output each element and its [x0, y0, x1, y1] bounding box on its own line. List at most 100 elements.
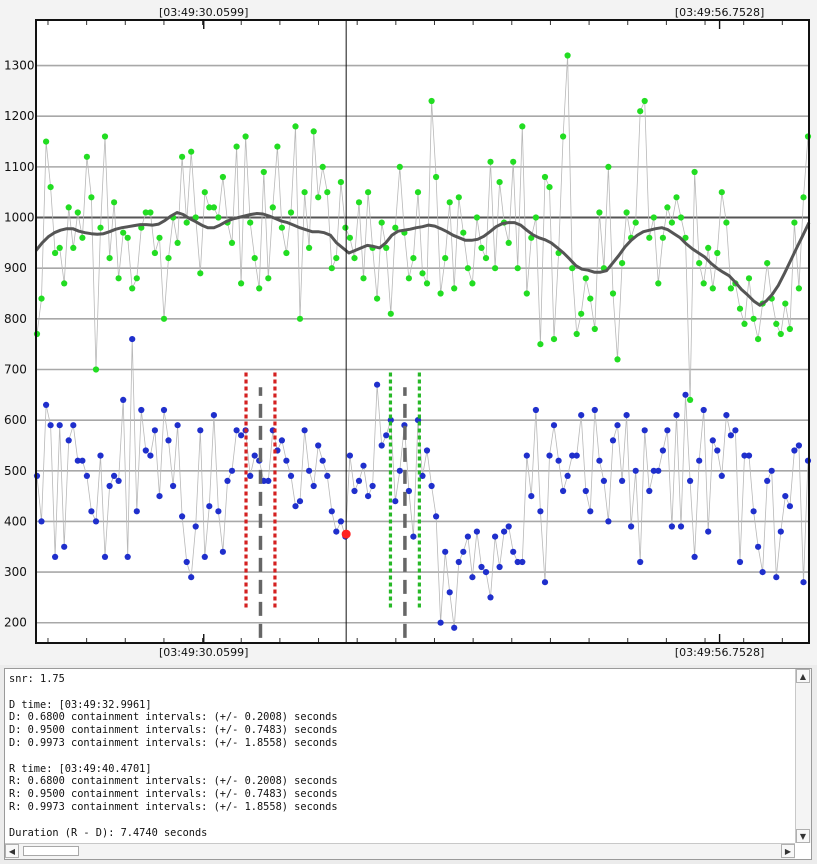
blue-data-point: [170, 482, 177, 490]
green-data-point: [351, 255, 358, 262]
green-data-point: [646, 234, 653, 241]
log-line: D: 0.9500 containment intervals: (+/- 0.…: [9, 724, 338, 737]
blue-data-point: [655, 467, 662, 474]
green-data-point: [120, 229, 127, 236]
green-data-point: [714, 249, 721, 257]
green-data-point: [727, 285, 735, 292]
green-data-point: [437, 290, 444, 297]
green-data-point: [97, 224, 104, 231]
green-data-point: [596, 209, 603, 216]
blue-data-point: [88, 508, 95, 515]
log-line: snr: 1.75: [9, 673, 65, 685]
green-data-point: [433, 173, 440, 181]
blue-data-point: [292, 503, 299, 510]
log-text-area[interactable]: snr: 1.75 D time: [03:49:32.9961] D: 0.68…: [9, 673, 791, 841]
blue-data-point: [528, 493, 535, 500]
green-data-point: [414, 189, 422, 196]
green-data-point: [419, 270, 426, 277]
green-data-point: [133, 275, 140, 282]
blue-data-point: [451, 624, 458, 631]
green-data-point: [505, 239, 512, 246]
log-panel[interactable]: snr: 1.75 D time: [03:49:32.9961] D: 0.68…: [4, 668, 812, 860]
blue-data-point: [410, 533, 417, 540]
green-data-point: [147, 209, 154, 216]
y-tick-label: 800: [4, 312, 27, 326]
scroll-left-icon[interactable]: ◀: [5, 844, 19, 858]
plot-area[interactable]: 200 300 400 500 600 700 800 900 1000 1100 1200 1300…: [0, 0, 817, 665]
blue-data-point: [138, 406, 145, 414]
blue-data-point: [464, 533, 471, 540]
green-data-point: [328, 265, 335, 272]
x-time-label-bottom: [03:49:30.0599]: [159, 646, 248, 659]
blue-data-point: [192, 523, 199, 530]
green-data-point: [124, 234, 131, 241]
blue-data-point: [129, 336, 136, 343]
blue-data-point: [800, 579, 807, 586]
blue-data-point: [378, 442, 385, 449]
green-data-point: [56, 244, 63, 251]
horizontal-scroll-thumb[interactable]: [23, 846, 79, 856]
scatter-chart[interactable]: 200 300 400 500 600 700 800 900 1000 1100 1200 1300…: [0, 0, 817, 665]
blue-data-point: [251, 452, 258, 459]
green-data-point: [587, 295, 594, 302]
scroll-down-icon[interactable]: ▼: [796, 829, 810, 843]
green-data-point: [632, 219, 639, 226]
blue-data-point: [101, 553, 109, 561]
vertical-scrollbar[interactable]: ▲ ▼: [795, 669, 811, 843]
green-data-point: [682, 234, 689, 241]
green-data-point: [151, 249, 158, 257]
y-tick-label: 1200: [4, 109, 35, 123]
blue-data-point: [328, 508, 335, 515]
blue-data-point: [396, 467, 403, 474]
green-data-point: [691, 168, 698, 176]
blue-data-point: [705, 528, 712, 535]
blue-data-point: [646, 487, 653, 495]
blue-data-point: [759, 569, 766, 576]
blue-data-point: [519, 558, 526, 566]
blue-data-point: [315, 442, 322, 449]
green-data-point: [374, 295, 381, 302]
blue-data-point: [61, 543, 68, 550]
green-data-point: [736, 305, 744, 312]
green-data-point: [777, 330, 784, 338]
blue-data-point: [423, 447, 431, 454]
blue-data-point: [578, 412, 585, 419]
blue-data-point: [324, 472, 331, 479]
scroll-right-icon[interactable]: ▶: [781, 844, 795, 858]
green-data-point: [274, 143, 281, 150]
green-data-point: [392, 224, 399, 231]
blue-data-point: [38, 518, 45, 525]
blue-data-point: [433, 513, 440, 520]
blue-data-point: [233, 427, 240, 434]
green-data-point: [709, 285, 716, 292]
y-tick-label: 600: [4, 413, 27, 427]
blue-data-point: [469, 574, 476, 581]
green-data-point: [238, 280, 245, 287]
green-data-point: [242, 133, 249, 140]
blue-data-point: [120, 396, 127, 403]
blue-data-point: [188, 574, 195, 581]
green-data-point: [764, 260, 771, 267]
blue-data-point: [609, 437, 617, 444]
green-data-point: [251, 255, 258, 262]
blue-data-point: [442, 548, 449, 555]
blue-data-point: [374, 381, 381, 388]
blue-data-point: [337, 518, 344, 525]
green-data-point: [569, 265, 576, 272]
green-data-point: [546, 184, 553, 191]
green-data-point: [677, 214, 685, 221]
horizontal-scrollbar[interactable]: ◀ ▶: [5, 843, 795, 859]
blue-data-point: [174, 422, 181, 429]
blue-data-point: [278, 437, 285, 444]
log-line: [9, 750, 791, 763]
green-data-point: [455, 194, 462, 201]
green-data-point: [296, 315, 304, 322]
blue-data-point: [532, 406, 540, 414]
blue-data-point: [147, 452, 154, 459]
scroll-up-icon[interactable]: ▲: [796, 669, 810, 683]
x-time-label-top: [03:49:30.0599]: [159, 6, 248, 19]
green-data-point: [510, 158, 517, 165]
blue-data-point: [111, 472, 118, 479]
blue-data-point: [92, 518, 100, 525]
green-data-point: [537, 341, 544, 348]
